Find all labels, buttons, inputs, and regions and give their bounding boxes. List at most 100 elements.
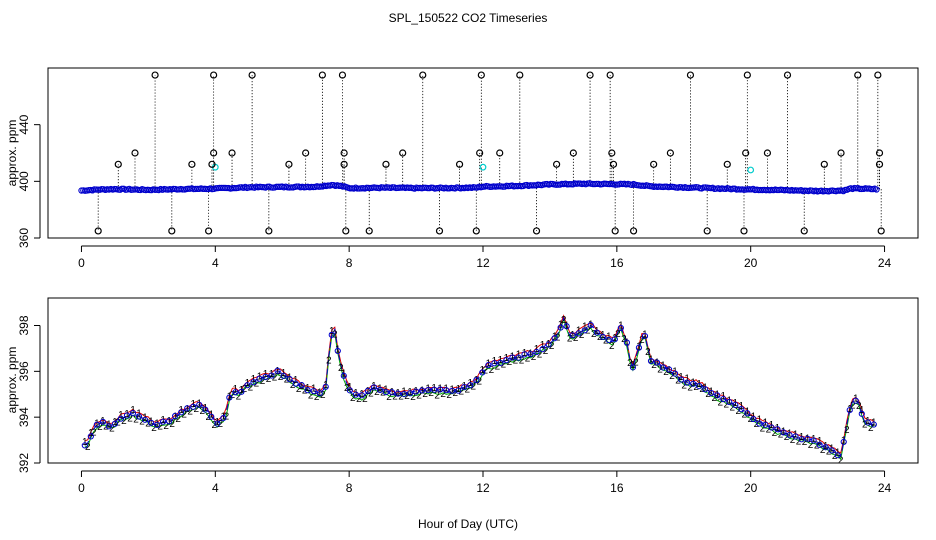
bottom-series-2-marker: 2 xyxy=(760,424,766,435)
bottom-series-1-marker: 1 xyxy=(510,351,516,362)
bottom-series-3-marker xyxy=(870,421,877,428)
bottom-series-2-marker: 2 xyxy=(579,330,585,341)
bottom-series-1-marker: 1 xyxy=(299,381,305,392)
bottom-series-2-marker: 2 xyxy=(573,333,579,344)
bottom-series-1-marker: 1 xyxy=(202,403,208,414)
bottom-series-1-marker: 1 xyxy=(401,387,407,398)
bottom-series-2-marker: 2 xyxy=(212,420,218,431)
bottom-series-2-marker: 2 xyxy=(121,416,127,427)
bottom-series-3-marker xyxy=(810,437,817,444)
bottom-series-3-marker xyxy=(611,336,618,343)
top-outlier-marker xyxy=(419,71,427,79)
bottom-series-2-marker: 2 xyxy=(567,334,573,345)
bottom-series-1-marker: 1 xyxy=(112,417,118,428)
top-outlier-marker xyxy=(399,149,407,157)
bottom-series-3-marker xyxy=(473,377,480,384)
bottom-series-2-marker: 2 xyxy=(368,389,374,400)
bottom-series-2-marker: 2 xyxy=(338,363,344,374)
bottom-series-3-marker xyxy=(196,401,203,408)
bottom-series-1-marker: 1 xyxy=(407,387,413,398)
bottom-series-2-marker: 2 xyxy=(495,362,501,373)
bottom-series-3-marker xyxy=(280,372,287,380)
bottom-series-1-marker: 1 xyxy=(365,386,371,397)
bottom-series-1-marker: 1 xyxy=(811,434,817,445)
bottom-series-3-marker xyxy=(792,433,799,440)
bottom-series-1-marker: 1 xyxy=(648,355,654,366)
bottom-series-2-marker: 2 xyxy=(248,383,254,394)
bottom-x-tick-label: 12 xyxy=(476,481,490,495)
bottom-series-3-marker xyxy=(822,444,829,451)
bottom-series-3-marker xyxy=(840,438,847,446)
bottom-series-2-marker: 2 xyxy=(199,406,205,417)
top-outlier-marker xyxy=(435,227,444,235)
bottom-series-1-marker: 1 xyxy=(353,388,359,399)
bottom-series-2-marker: 2 xyxy=(820,445,826,456)
bottom-series-2-marker: 2 xyxy=(862,420,868,431)
top-outlier-marker xyxy=(205,227,213,235)
bottom-series-2-marker: 2 xyxy=(669,371,675,382)
bottom-series-2-marker: 2 xyxy=(651,360,657,371)
bottom-series-1-marker: 1 xyxy=(323,380,329,391)
bottom-series-2-marker: 2 xyxy=(639,335,645,346)
bottom-series-3-marker xyxy=(485,362,492,369)
bottom-series-2-marker: 2 xyxy=(127,414,133,425)
bottom-series-3-marker xyxy=(250,379,257,386)
bottom-series-1-marker: 1 xyxy=(94,418,100,429)
bottom-series-2-marker: 2 xyxy=(422,389,428,400)
bottom-series-2-marker: 2 xyxy=(398,392,404,403)
bottom-series-3-marker xyxy=(557,324,564,331)
bottom-series-1-marker: 1 xyxy=(540,340,546,351)
bottom-series-2-marker: 2 xyxy=(778,429,784,440)
bottom-series-3-marker xyxy=(455,387,462,394)
bottom-series-1-marker: 1 xyxy=(654,357,660,368)
bottom-series-1-marker: 1 xyxy=(293,375,299,386)
bottom-series-1-marker: 1 xyxy=(829,443,835,454)
bottom-series-2-marker: 2 xyxy=(416,391,422,402)
bottom-series-3-line xyxy=(84,316,874,457)
bottom-series-3-marker xyxy=(491,360,498,367)
top-y-axis-label: approx. ppm xyxy=(5,120,19,187)
bottom-series-3-marker xyxy=(99,418,106,425)
top-outlier-marker xyxy=(875,149,884,157)
bottom-series-2-marker: 2 xyxy=(507,357,513,368)
bottom-series-2-marker: 2 xyxy=(464,385,470,396)
bottom-series-1-marker: 1 xyxy=(612,333,618,344)
bottom-series-2-marker: 2 xyxy=(657,364,663,375)
bottom-series-1-marker: 1 xyxy=(305,383,311,394)
top-outlier-marker xyxy=(650,160,658,168)
bottom-series-2-marker: 2 xyxy=(242,384,248,395)
bottom-series-2-marker: 2 xyxy=(705,389,711,400)
top-outlier-marker xyxy=(740,227,748,235)
bottom-series-2-marker: 2 xyxy=(175,414,181,425)
bottom-series-1-marker: 1 xyxy=(769,420,775,431)
bottom-series-3-marker xyxy=(322,383,329,390)
bottom-series-2-marker: 2 xyxy=(850,400,856,411)
bottom-series-1-marker: 1 xyxy=(745,406,751,417)
top-outlier-marker xyxy=(553,160,561,168)
bottom-series-3-marker xyxy=(190,403,197,410)
bottom-series-1-marker: 1 xyxy=(359,389,365,400)
bottom-x-axis: 0 4 8 12 16 20 24 xyxy=(78,470,892,495)
bottom-series-2-marker: 2 xyxy=(224,411,230,422)
bottom-series-2-marker: 2 xyxy=(272,372,278,383)
bottom-series-2-marker: 2 xyxy=(736,406,742,417)
bottom-series-2-marker: 2 xyxy=(784,432,790,443)
bottom-series-3-marker xyxy=(768,424,775,431)
bottom-series-3-marker xyxy=(744,410,751,417)
bottom-series-3-marker xyxy=(437,386,444,393)
top-outlier-marker xyxy=(365,227,373,235)
bottom-series-2-marker: 2 xyxy=(537,350,543,361)
bottom-series-2-marker: 2 xyxy=(266,374,272,385)
bottom-series-3-marker xyxy=(858,410,865,417)
bottom-series-1-marker: 1 xyxy=(287,373,293,384)
top-outlier-marker xyxy=(188,160,196,168)
bottom-series-2-marker: 2 xyxy=(645,347,651,358)
bottom-series-1-marker: 1 xyxy=(799,432,805,443)
bottom-series-3-marker xyxy=(364,387,371,394)
bottom-series-2-marker: 2 xyxy=(549,341,555,352)
top-outlier-marker xyxy=(569,149,577,157)
bottom-series-1-marker: 1 xyxy=(160,415,166,426)
bottom-series-2-marker: 2 xyxy=(187,406,193,417)
bottom-x-tick-label: 20 xyxy=(744,481,758,495)
bottom-x-tick-label: 16 xyxy=(610,481,624,495)
